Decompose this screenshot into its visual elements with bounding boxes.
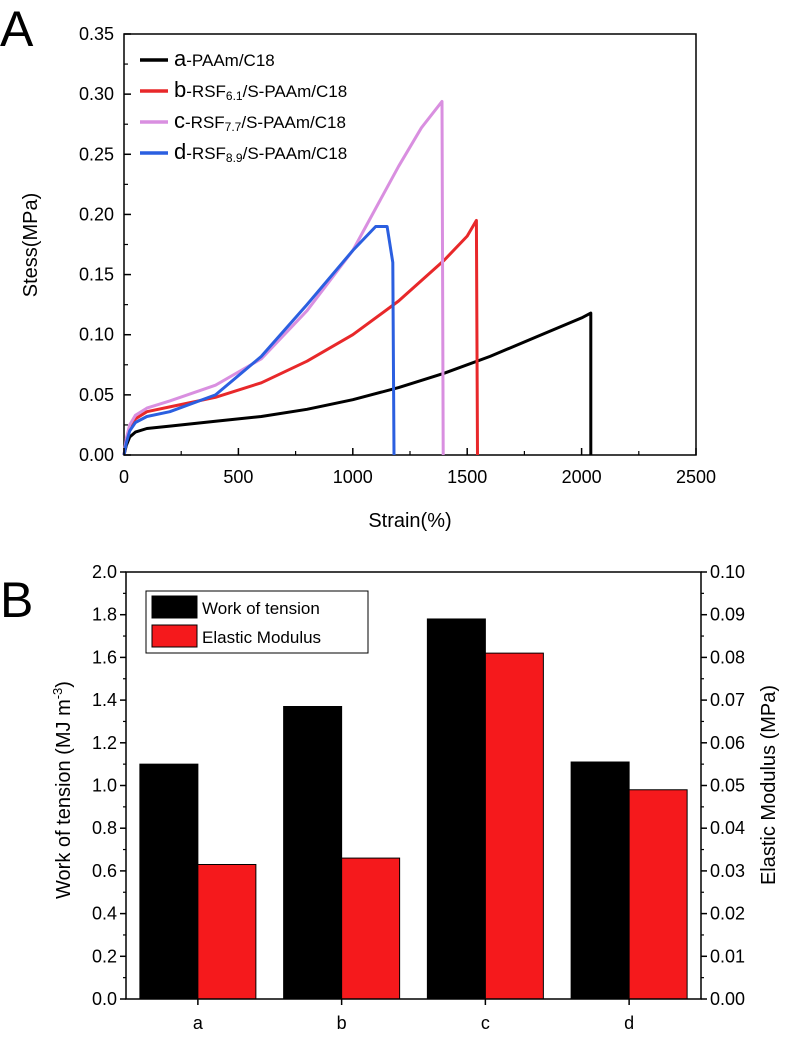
x-category-label: d: [624, 1013, 634, 1033]
bar-modulus-c: [484, 652, 544, 1000]
series-line-c: [122, 99, 445, 456]
right-y-tick-label: 0.00: [710, 989, 745, 1009]
panel-b-left-y-ticks: 0.0 0.2 0.4 0.6 0.8 1.0 1.2 1.4 1.6 1.8 2.0: [92, 562, 126, 1009]
series-line-b: [122, 218, 479, 456]
x-tick-label: 2000: [562, 467, 602, 487]
left-y-tick-label: 0.2: [92, 946, 117, 966]
x-tick-label: 1000: [333, 467, 373, 487]
y-tick-label: 0.30: [79, 84, 114, 104]
right-y-tick-label: 0.07: [710, 690, 745, 710]
right-y-tick-label: 0.09: [710, 605, 745, 625]
left-y-tick-label: 1.0: [92, 776, 117, 796]
right-y-tick-label: 0.06: [710, 733, 745, 753]
bar-work-a: [139, 763, 199, 1000]
panel-a-x-title: Strain(%): [368, 510, 451, 532]
right-y-tick-label: 0.05: [710, 776, 745, 796]
right-y-tick-label: 0.03: [710, 861, 745, 881]
right-y-tick-label: 0.08: [710, 647, 745, 667]
right-y-tick-label: 0.01: [710, 946, 745, 966]
y-tick-label: 0.10: [79, 325, 114, 345]
panel-b-letter: B: [0, 572, 33, 628]
left-y-tick-label: 1.6: [92, 647, 117, 667]
legend-swatch-work: [151, 595, 198, 619]
y-tick-label: 0.35: [79, 24, 114, 44]
y-tick-label: 0.00: [79, 445, 114, 465]
y-tick-label: 0.20: [79, 204, 114, 224]
panel-b-chart: 0.00.20.40.60.81.01.21.41.61.82.0 0.000.…: [50, 562, 780, 1033]
panel-b-x-ticks: a b c d: [193, 999, 634, 1033]
x-category-label: c: [481, 1013, 490, 1033]
left-y-tick-label: 0.0: [92, 989, 117, 1009]
x-category-label: b: [337, 1013, 347, 1033]
y-tick-label: 0.15: [79, 265, 114, 285]
left-y-tick-label: 1.8: [92, 605, 117, 625]
x-tick-label: 500: [223, 467, 253, 487]
panel-a-chart: 0 500 1000 1500 2000 2500 0.00 0.05 0.10 0.15 0.2…: [20, 24, 716, 532]
panel-a-legend: a-PAAm/C18 b-RSF6.1/S-PAAm/C18 c-RSF7.7/S-…: [140, 46, 347, 165]
legend-label-a: a-PAAm/C18: [174, 46, 275, 71]
y-tick-label: 0.25: [79, 144, 114, 164]
legend-label-work: Work of tension: [202, 599, 320, 618]
x-category-label: a: [193, 1013, 204, 1033]
legend-label-c: c-RSF7.7/S-PAAm/C18: [174, 108, 346, 134]
left-y-tick-label: 0.6: [92, 861, 117, 881]
x-tick-label: 0: [119, 467, 129, 487]
right-y-tick-label: 0.10: [710, 562, 745, 582]
legend-label-d: d-RSF8.9/S-PAAm/C18: [174, 139, 347, 165]
bar-modulus-b: [341, 857, 401, 1000]
panel-a-y-ticks: 0.00 0.05 0.10 0.15 0.20 0.25 0.30 0.35: [79, 24, 131, 465]
legend-label-modulus: Elastic Modulus: [202, 628, 321, 647]
panel-b-legend: Work of tension Elastic Modulus: [145, 590, 369, 654]
panel-b-left-y-title: Work of tension (MJ m-3): [50, 681, 75, 899]
legend-swatch-modulus: [151, 624, 198, 648]
left-y-tick-label: 1.2: [92, 733, 117, 753]
left-y-tick-label: 0.8: [92, 818, 117, 838]
panel-a-letter: A: [0, 1, 34, 57]
x-tick-label: 2500: [676, 467, 716, 487]
bar-modulus-d: [628, 789, 688, 1000]
x-tick-label: 1500: [447, 467, 487, 487]
bar-work-b: [283, 706, 343, 1000]
left-y-tick-label: 0.4: [92, 904, 117, 924]
panel-a-y-title: Stess(MPa): [20, 193, 42, 297]
series-line-d: [122, 225, 396, 456]
panel-b-right-y-title: Elastic Modulus (MPa): [758, 685, 780, 885]
panel-a-x-ticks: 0 500 1000 1500 2000 2500: [119, 448, 716, 487]
legend-label-b: b-RSF6.1/S-PAAm/C18: [174, 77, 347, 103]
bar-modulus-a: [197, 863, 257, 1000]
y-tick-label: 0.05: [79, 385, 114, 405]
right-y-tick-label: 0.04: [710, 818, 745, 838]
panel-b-bars-group: [139, 618, 688, 1000]
bar-work-d: [570, 761, 630, 1000]
panel-b-right-y-ticks: 0.00 0.01 0.02 0.03 0.04 0.05 0.06 0.07 0.08 0.09…: [701, 562, 745, 1009]
left-y-tick-label: 1.4: [92, 690, 117, 710]
right-y-tick-label: 0.02: [710, 904, 745, 924]
bar-work-c: [426, 618, 486, 1000]
panel-a-series-group: [122, 99, 593, 456]
left-y-tick-label: 2.0: [92, 562, 117, 582]
series-line-a: [122, 311, 593, 456]
